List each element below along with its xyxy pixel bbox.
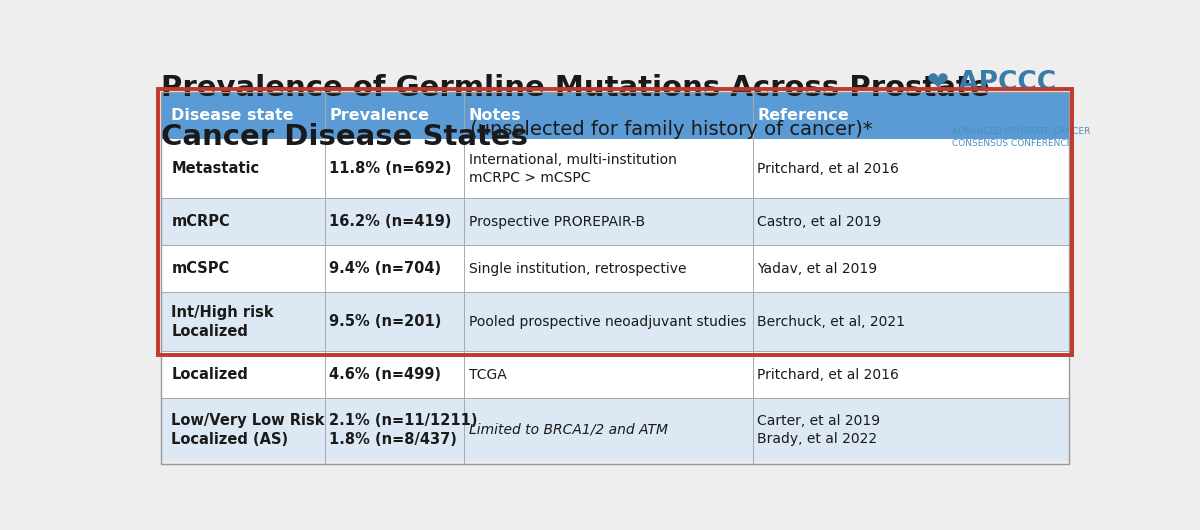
Text: Limited to BRCA1/2 and ATM: Limited to BRCA1/2 and ATM — [469, 423, 668, 437]
Text: TCGA: TCGA — [469, 368, 506, 382]
Text: Pooled prospective neoadjuvant studies: Pooled prospective neoadjuvant studies — [469, 315, 746, 329]
Text: Metastatic: Metastatic — [172, 161, 259, 176]
Text: ❤ APCCC: ❤ APCCC — [926, 70, 1056, 96]
Text: Carter, et al 2019
Brady, et al 2022: Carter, et al 2019 Brady, et al 2022 — [757, 414, 881, 446]
Text: Pritchard, et al 2016: Pritchard, et al 2016 — [757, 368, 899, 382]
Text: 11.8% (n=692): 11.8% (n=692) — [330, 161, 452, 176]
Text: Cancer Disease States: Cancer Disease States — [161, 123, 528, 151]
Text: ADVANCED PROSTATE CANCER
CONSENSUS CONFERENCE: ADVANCED PROSTATE CANCER CONSENSUS CONFE… — [952, 127, 1090, 148]
Text: Yadav, et al 2019: Yadav, et al 2019 — [757, 262, 877, 276]
Text: Notes: Notes — [469, 108, 522, 123]
Text: Berchuck, et al, 2021: Berchuck, et al, 2021 — [757, 315, 905, 329]
Text: 2.1% (n=11/1211)
1.8% (n=8/437): 2.1% (n=11/1211) 1.8% (n=8/437) — [330, 413, 478, 447]
Text: International, multi-institution
mCRPC > mCSPC: International, multi-institution mCRPC >… — [469, 153, 677, 184]
Text: (unselected for family history of cancer)*: (unselected for family history of cancer… — [464, 120, 872, 139]
Text: 16.2% (n=419): 16.2% (n=419) — [330, 214, 452, 229]
Text: Castro, et al 2019: Castro, et al 2019 — [757, 215, 882, 229]
Text: Localized: Localized — [172, 367, 248, 382]
Text: Single institution, retrospective: Single institution, retrospective — [469, 262, 686, 276]
Text: Low/Very Low Risk
Localized (AS): Low/Very Low Risk Localized (AS) — [172, 413, 325, 447]
Text: Prevalence: Prevalence — [330, 108, 430, 123]
Text: Int/High risk
Localized: Int/High risk Localized — [172, 305, 274, 339]
Text: 4.6% (n=499): 4.6% (n=499) — [330, 367, 442, 382]
Text: Prospective PROREPAIR-B: Prospective PROREPAIR-B — [469, 215, 646, 229]
Text: 9.4% (n=704): 9.4% (n=704) — [330, 261, 442, 276]
Text: Reference: Reference — [757, 108, 850, 123]
Text: Prevalence of Germline Mutations Across Prostate: Prevalence of Germline Mutations Across … — [161, 74, 990, 102]
Text: mCRPC: mCRPC — [172, 214, 230, 229]
Text: Disease state: Disease state — [172, 108, 294, 123]
Text: Pritchard, et al 2016: Pritchard, et al 2016 — [757, 162, 899, 175]
Text: mCSPC: mCSPC — [172, 261, 229, 276]
Text: 9.5% (n=201): 9.5% (n=201) — [330, 314, 442, 329]
